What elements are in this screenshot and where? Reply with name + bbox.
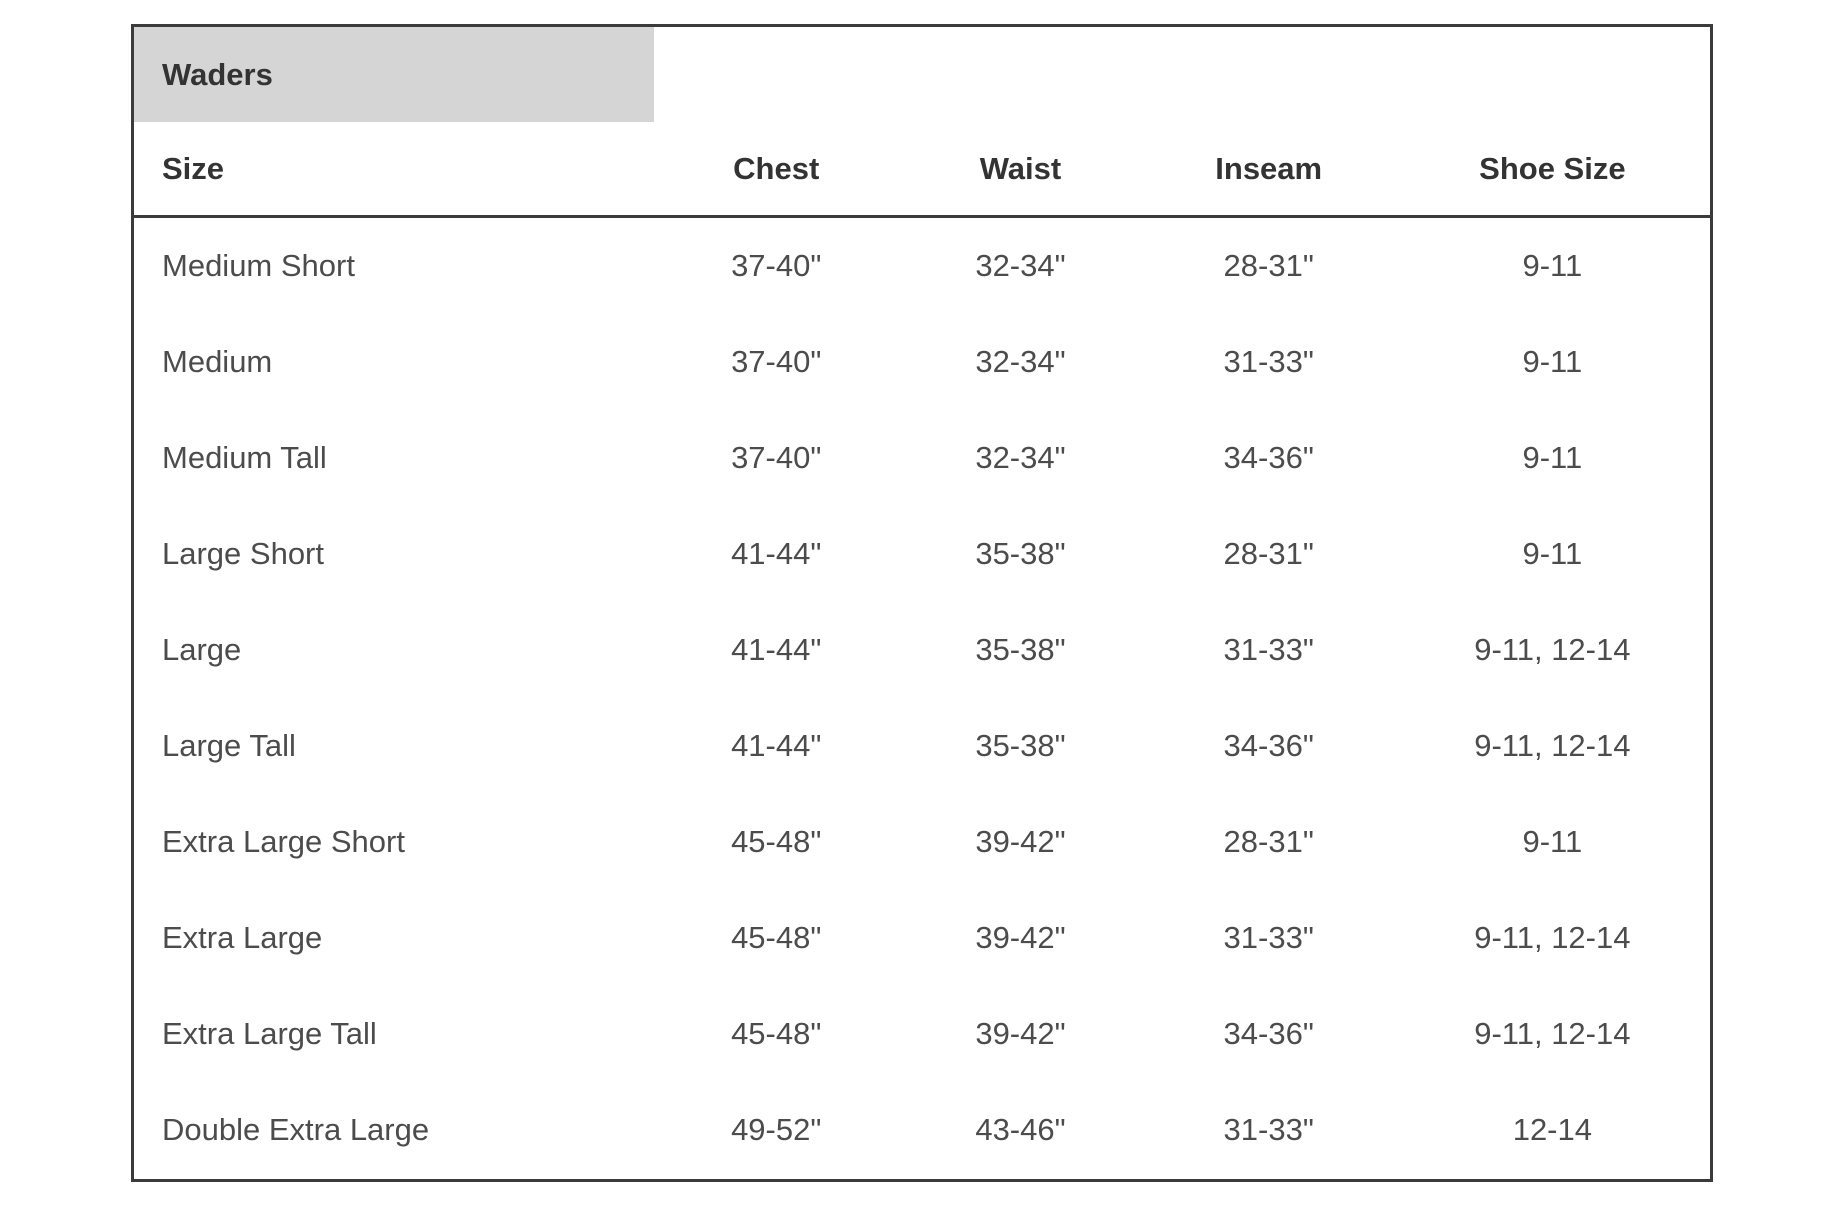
- chest-cell: 37-40": [731, 248, 822, 283]
- shoe-size-cell: 9-11: [1522, 440, 1583, 475]
- chest-cell: 37-40": [731, 344, 822, 379]
- inseam-cell: 34-36": [1223, 728, 1314, 763]
- table-row: Large Tall 41-44" 35-38" 34-36" 9-11, 12…: [134, 698, 1710, 794]
- size-cell: Double Extra Large: [162, 1112, 430, 1147]
- waist-cell: 35-38": [975, 632, 1066, 667]
- inseam-cell: 28-31": [1223, 536, 1314, 571]
- inseam-cell: 31-33": [1223, 1112, 1314, 1147]
- table-row: Medium 37-40" 32-34" 31-33" 9-11: [134, 314, 1710, 410]
- waist-cell: 35-38": [975, 536, 1066, 571]
- waist-cell: 35-38": [975, 728, 1066, 763]
- shoe-size-cell: 9-11: [1522, 248, 1583, 283]
- size-cell: Large: [162, 632, 242, 667]
- size-chart-table: Waders Size Chest Waist Inseam Shoe Size…: [131, 24, 1713, 1182]
- size-cell: Medium Tall: [162, 440, 327, 475]
- size-cell: Medium: [162, 344, 273, 379]
- shoe-size-cell: 9-11, 12-14: [1474, 920, 1631, 955]
- chest-cell: 41-44": [731, 728, 822, 763]
- chest-cell: 45-48": [731, 1016, 822, 1051]
- table-row: Extra Large 45-48" 39-42" 31-33" 9-11, 1…: [134, 890, 1710, 986]
- column-header-waist: Waist: [979, 150, 1062, 186]
- table-row: Large Short 41-44" 35-38" 28-31" 9-11: [134, 506, 1710, 602]
- column-header-inseam: Inseam: [1215, 150, 1323, 186]
- size-cell: Extra Large Short: [162, 824, 405, 859]
- shoe-size-cell: 9-11: [1522, 536, 1583, 571]
- shoe-size-cell: 9-11, 12-14: [1474, 728, 1631, 763]
- shoe-size-cell: 9-11: [1522, 824, 1583, 859]
- inseam-cell: 31-33": [1223, 344, 1314, 379]
- shoe-size-cell: 12-14: [1512, 1112, 1592, 1147]
- size-cell: Large Short: [162, 536, 324, 571]
- shoe-size-cell: 9-11, 12-14: [1474, 1016, 1631, 1051]
- chest-cell: 45-48": [731, 920, 822, 955]
- column-header-shoe-size: Shoe Size: [1479, 150, 1626, 186]
- waist-cell: 32-34": [975, 248, 1066, 283]
- table-row: Medium Tall 37-40" 32-34" 34-36" 9-11: [134, 410, 1710, 506]
- chest-cell: 41-44": [731, 632, 822, 667]
- table-header-row: Size Chest Waist Inseam Shoe Size: [134, 122, 1710, 218]
- tab-waders[interactable]: Waders: [134, 27, 655, 122]
- table-row: Extra Large Tall 45-48" 39-42" 34-36" 9-…: [134, 986, 1710, 1082]
- table-row: Large 41-44" 35-38" 31-33" 9-11, 12-14: [134, 602, 1710, 698]
- chest-cell: 37-40": [731, 440, 822, 475]
- waist-cell: 43-46": [975, 1112, 1066, 1147]
- table-row: Medium Short 37-40" 32-34" 28-31" 9-11: [134, 218, 1710, 314]
- inseam-cell: 28-31": [1223, 248, 1314, 283]
- chest-cell: 41-44": [731, 536, 822, 571]
- size-cell: Extra Large Tall: [162, 1016, 377, 1051]
- table-row: Double Extra Large 49-52" 43-46" 31-33" …: [134, 1082, 1710, 1178]
- tab-row: Waders: [134, 27, 1710, 122]
- chest-cell: 45-48": [731, 824, 822, 859]
- waist-cell: 39-42": [975, 920, 1066, 955]
- shoe-size-cell: 9-11, 12-14: [1474, 632, 1631, 667]
- chest-cell: 49-52": [731, 1112, 822, 1147]
- column-header-chest: Chest: [733, 150, 820, 186]
- waist-cell: 32-34": [975, 440, 1066, 475]
- inseam-cell: 34-36": [1223, 440, 1314, 475]
- inseam-cell: 31-33": [1223, 632, 1314, 667]
- size-cell: Large Tall: [162, 728, 296, 763]
- waist-cell: 39-42": [975, 1016, 1066, 1051]
- column-header-size: Size: [162, 150, 225, 186]
- inseam-cell: 34-36": [1223, 1016, 1314, 1051]
- size-cell: Extra Large: [162, 920, 323, 955]
- inseam-cell: 28-31": [1223, 824, 1314, 859]
- waist-cell: 39-42": [975, 824, 1066, 859]
- table-row: Extra Large Short 45-48" 39-42" 28-31" 9…: [134, 794, 1710, 890]
- inseam-cell: 31-33": [1223, 920, 1314, 955]
- size-cell: Medium Short: [162, 248, 355, 283]
- waist-cell: 32-34": [975, 344, 1066, 379]
- shoe-size-cell: 9-11: [1522, 344, 1583, 379]
